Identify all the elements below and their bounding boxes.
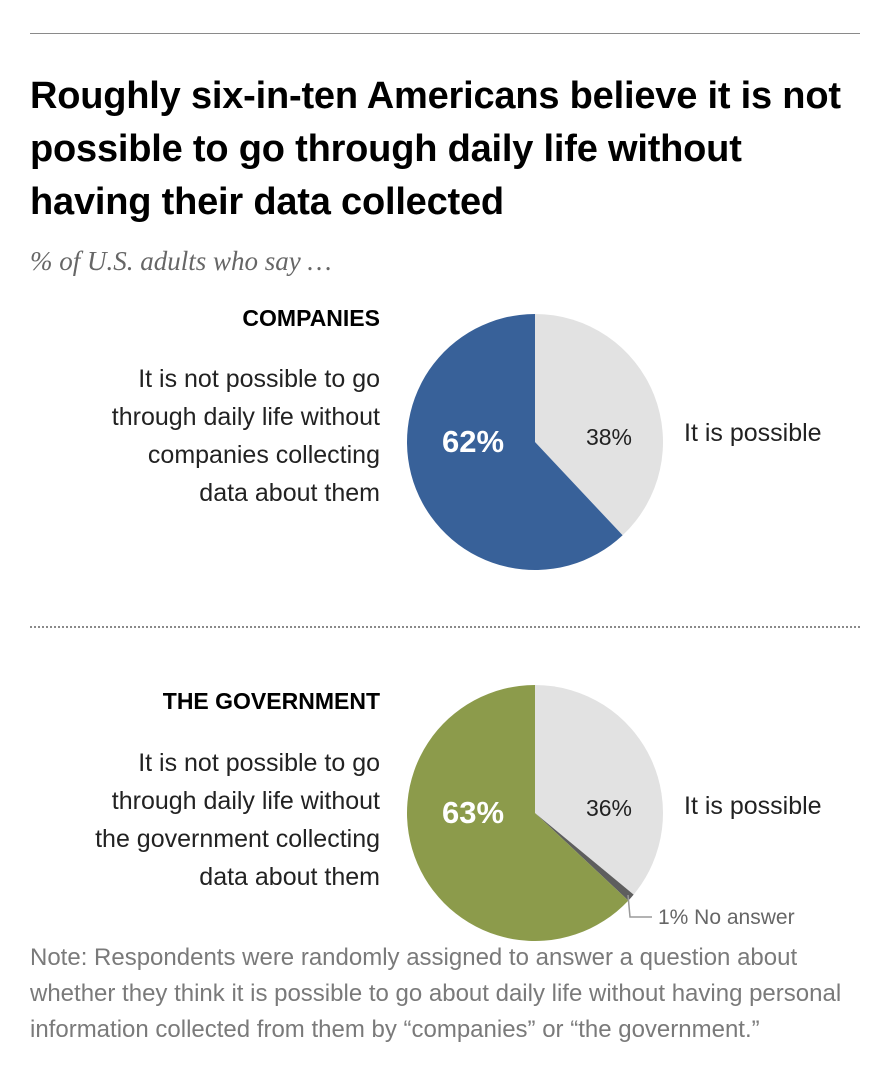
government-description: It is not possible to go through daily l… bbox=[20, 744, 380, 896]
chart-note: Note: Respondents were randomly assigned… bbox=[30, 944, 842, 1043]
government-possible-slice bbox=[535, 685, 664, 895]
companies-description-line: It is not possible to go bbox=[138, 365, 380, 393]
chart-title: Roughly six-in-ten Americans believe it … bbox=[30, 75, 841, 223]
government-not-possible-slice bbox=[407, 685, 629, 941]
government-description-line: data about them bbox=[199, 863, 380, 891]
government-no-answer-leader bbox=[627, 894, 652, 918]
government-not-possible-value: 63% bbox=[442, 795, 504, 830]
government-possible-value: 36% bbox=[586, 795, 632, 821]
companies-not-possible-slice bbox=[407, 314, 623, 571]
government-description-line: the government collecting bbox=[95, 825, 380, 853]
government-description-line: It is not possible to go bbox=[138, 749, 380, 777]
government-possible-label: It is possible bbox=[684, 792, 822, 820]
companies-description: It is not possible to go through daily l… bbox=[20, 360, 380, 512]
government-no-answer-slice bbox=[535, 813, 634, 901]
companies-possible-slice bbox=[535, 314, 664, 536]
companies-description-line: data about them bbox=[199, 479, 380, 507]
companies-possible-value: 38% bbox=[586, 424, 632, 450]
companies-not-possible-value: 62% bbox=[442, 424, 504, 459]
companies-possible-label: It is possible bbox=[684, 419, 822, 447]
government-description-line: through daily life without bbox=[111, 787, 380, 815]
top-rule bbox=[30, 33, 860, 34]
government-no-answer-label: 1% No answer bbox=[658, 906, 795, 929]
section-divider bbox=[30, 626, 860, 628]
companies-description-line: through daily life without bbox=[111, 403, 380, 431]
government-section-label: THE GOVERNMENT bbox=[162, 688, 380, 714]
companies-description-line: companies collecting bbox=[147, 441, 380, 469]
chart-subtitle: % of U.S. adults who say … bbox=[30, 246, 332, 276]
companies-section-label: COMPANIES bbox=[242, 305, 380, 331]
